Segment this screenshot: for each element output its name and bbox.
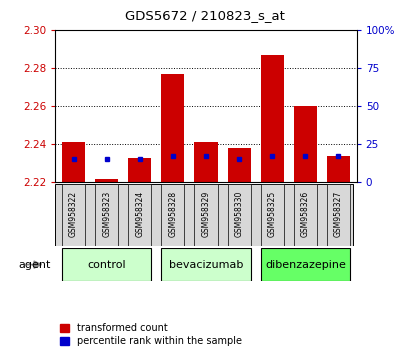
Bar: [62, 142, 85, 182]
Text: GSM958327: GSM958327: [333, 191, 342, 237]
Bar: [326, 184, 349, 246]
Text: GSM958322: GSM958322: [69, 191, 78, 237]
Text: agent: agent: [19, 259, 51, 270]
Bar: [227, 184, 250, 246]
Bar: [62, 184, 85, 246]
Bar: [326, 156, 349, 182]
Text: GSM958326: GSM958326: [300, 191, 309, 237]
Bar: [95, 184, 118, 246]
Text: GSM958330: GSM958330: [234, 190, 243, 237]
Text: GSM958323: GSM958323: [102, 191, 111, 237]
Text: GSM958329: GSM958329: [201, 191, 210, 237]
Bar: [260, 55, 283, 182]
Bar: [293, 184, 316, 246]
Legend: transformed count, percentile rank within the sample: transformed count, percentile rank withi…: [60, 324, 241, 346]
Text: GDS5672 / 210823_s_at: GDS5672 / 210823_s_at: [125, 9, 284, 22]
Text: bevacizumab: bevacizumab: [169, 259, 243, 270]
Text: GSM958324: GSM958324: [135, 191, 144, 237]
Bar: [194, 142, 217, 182]
Bar: [227, 148, 250, 182]
Bar: [62, 248, 151, 281]
Bar: [161, 74, 184, 182]
Bar: [260, 184, 283, 246]
Text: GSM958328: GSM958328: [168, 191, 177, 237]
Text: GSM958325: GSM958325: [267, 191, 276, 237]
Bar: [260, 248, 349, 281]
Bar: [128, 184, 151, 246]
Bar: [293, 106, 316, 182]
Bar: [161, 248, 250, 281]
Text: dibenzazepine: dibenzazepine: [264, 259, 345, 270]
Text: control: control: [87, 259, 126, 270]
Bar: [161, 184, 184, 246]
Bar: [128, 158, 151, 182]
Bar: [194, 184, 217, 246]
Bar: [95, 178, 118, 182]
